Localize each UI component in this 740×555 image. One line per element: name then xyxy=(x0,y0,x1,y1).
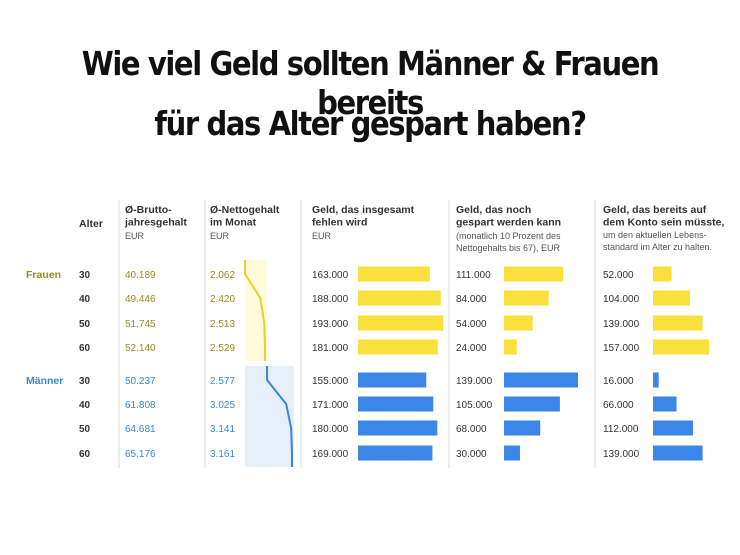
brutto-value: 50.237 xyxy=(125,376,156,387)
brutto-value: 40.189 xyxy=(125,270,156,281)
fehlen-value: 171.000 xyxy=(312,400,349,411)
column-subheader-4-line-2: Nettogehalts bis 67), EUR xyxy=(456,243,561,253)
konto-bar xyxy=(653,339,709,355)
netto-line-maenner xyxy=(266,366,293,467)
netto-value: 2.513 xyxy=(210,319,235,330)
age-label: 50 xyxy=(79,319,91,330)
netto-line-frauen xyxy=(244,260,266,361)
gespart-bar xyxy=(504,290,549,306)
gespart-bar xyxy=(504,372,578,388)
column-subheader-1-line-1: EUR xyxy=(125,231,145,241)
gespart-bar xyxy=(504,420,541,436)
konto-value: 104.000 xyxy=(603,294,640,305)
column-subheader-3-line-1: EUR xyxy=(312,231,332,241)
fehlen-bar xyxy=(358,266,430,282)
konto-value: 16.000 xyxy=(603,376,634,387)
gespart-value: 54.000 xyxy=(456,319,487,330)
column-subheader-2-line-1: EUR xyxy=(210,231,230,241)
column-header-3-line-1: Geld, das insgesamt xyxy=(312,204,415,216)
fehlen-value: 169.000 xyxy=(312,449,349,460)
age-label: 40 xyxy=(79,294,91,305)
gespart-value: 84.000 xyxy=(456,294,487,305)
konto-bar xyxy=(653,266,672,282)
gespart-bar xyxy=(504,266,564,282)
netto-value: 3.025 xyxy=(210,400,235,411)
gespart-bar xyxy=(504,396,560,412)
age-label: 50 xyxy=(79,424,91,435)
konto-value: 139.000 xyxy=(603,449,640,460)
column-header-1-line-1: Ø-Brutto- xyxy=(125,204,172,216)
column-subheader-5-line-1: um den aktuellen Lebens- xyxy=(603,230,707,240)
netto-area-maenner xyxy=(245,366,294,467)
column-subheader-4-line-1: (monatlich 10 Prozent des xyxy=(456,231,561,241)
gespart-value: 111.000 xyxy=(456,270,491,281)
gespart-bar xyxy=(504,315,533,331)
brutto-value: 49.446 xyxy=(125,294,156,305)
column-header-alter: Alter xyxy=(79,218,103,230)
konto-bar xyxy=(653,315,703,331)
age-label: 30 xyxy=(79,270,91,281)
netto-value: 3.141 xyxy=(210,424,235,435)
konto-value: 112.000 xyxy=(603,424,639,435)
group-label-maenner: Männer xyxy=(26,375,63,387)
netto-value: 2.529 xyxy=(210,343,235,354)
column-header-3-line-2: fehlen wird xyxy=(312,217,367,229)
gespart-value: 24.000 xyxy=(456,343,487,354)
netto-value: 2.420 xyxy=(210,294,235,305)
netto-value: 3.161 xyxy=(210,449,235,460)
fehlen-bar xyxy=(358,339,438,355)
brutto-value: 52.140 xyxy=(125,343,156,354)
brutto-value: 51.745 xyxy=(125,319,156,330)
retirement-savings-table-chart: Alter Ø-Brutto-jahresgehalt EUR Ø-Nettogeha… xyxy=(26,200,724,468)
fehlen-value: 188.000 xyxy=(312,294,349,305)
fehlen-value: 193.000 xyxy=(312,319,349,330)
column-header-2-line-2: im Monat xyxy=(210,217,257,229)
age-label: 60 xyxy=(79,343,91,354)
fehlen-value: 180.000 xyxy=(312,424,349,435)
gespart-value: 30.000 xyxy=(456,449,487,460)
fehlen-bar xyxy=(358,420,438,436)
gespart-value: 139.000 xyxy=(456,376,493,387)
fehlen-value: 163.000 xyxy=(312,270,349,281)
headline-line-2: für das Alter gespart haben? xyxy=(154,104,587,143)
age-label: 30 xyxy=(79,376,91,387)
fehlen-bar xyxy=(358,372,427,388)
fehlen-bar xyxy=(358,445,433,461)
netto-value: 2.577 xyxy=(210,376,235,387)
column-header-1-line-2: jahresgehalt xyxy=(124,217,187,229)
fehlen-value: 155.000 xyxy=(312,376,349,387)
column-header-2-line-1: Ø-Nettogehalt xyxy=(210,204,280,216)
netto-value: 2.062 xyxy=(210,270,235,281)
column-header-5-line-1: Geld, das bereits auf xyxy=(603,204,707,216)
gespart-bar xyxy=(504,339,517,355)
gespart-bar xyxy=(504,445,520,461)
gespart-value: 105.000 xyxy=(456,400,493,411)
konto-bar xyxy=(653,420,693,436)
headline-line-1: Wie viel Geld sollten Männer & Frauen be… xyxy=(81,44,660,122)
fehlen-bar xyxy=(358,396,434,412)
fehlen-value: 181.000 xyxy=(312,343,349,354)
konto-value: 52.000 xyxy=(603,270,634,281)
column-subheader-5-line-2: standard im Alter zu halten. xyxy=(603,242,712,252)
brutto-value: 64.681 xyxy=(125,424,156,435)
gespart-value: 68.000 xyxy=(456,424,487,435)
konto-value: 139.000 xyxy=(603,319,640,330)
konto-bar xyxy=(653,396,677,412)
konto-bar xyxy=(653,290,691,306)
group-label-frauen: Frauen xyxy=(26,269,61,281)
column-header-5-line-2: dem Konto sein müsste, xyxy=(603,217,724,229)
column-header-4-line-2: gespart werden kann xyxy=(456,217,561,229)
netto-area-frauen xyxy=(245,260,267,361)
brutto-value: 61.808 xyxy=(125,400,156,411)
age-label: 40 xyxy=(79,400,91,411)
age-label: 60 xyxy=(79,449,91,460)
column-header-4-line-1: Geld, das noch xyxy=(456,204,531,216)
konto-bar xyxy=(653,445,703,461)
brutto-value: 65.176 xyxy=(125,449,156,460)
konto-bar xyxy=(653,372,659,388)
konto-value: 157.000 xyxy=(603,343,640,354)
fehlen-bar xyxy=(358,315,443,331)
konto-value: 66.000 xyxy=(603,400,634,411)
fehlen-bar xyxy=(358,290,441,306)
